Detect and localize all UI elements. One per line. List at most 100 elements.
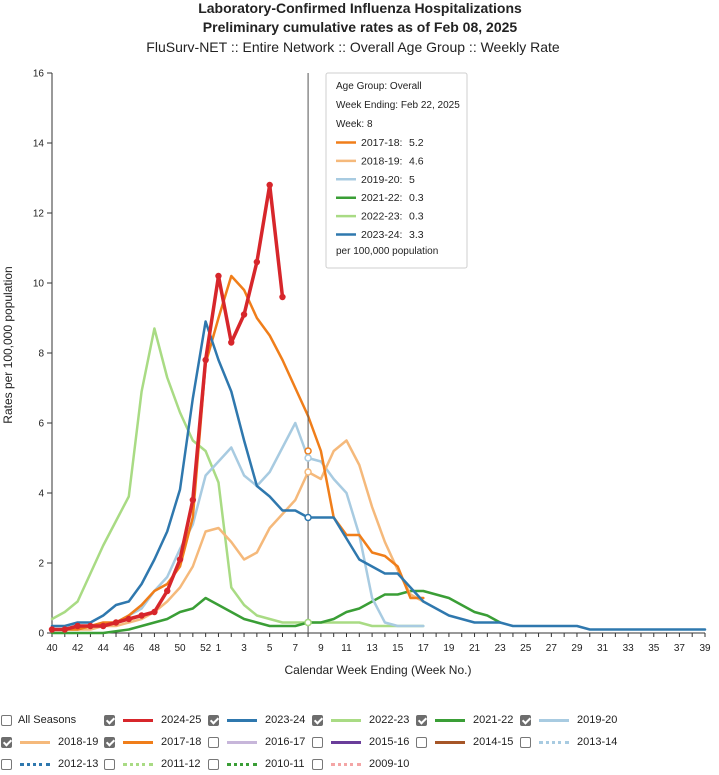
legend-label: 2009-10 [369,758,410,770]
x-tick-label: 52 [200,643,212,654]
data-point-2024-25 [228,339,235,346]
x-tick-label: 23 [495,643,507,654]
tooltip-row-value: 0.3 [409,192,424,204]
legend-checkbox[interactable] [416,714,427,726]
legend-label: All Seasons [18,714,77,726]
tooltip-row-label: 2021-22: [361,192,402,204]
hover-point-2019-20 [304,454,312,462]
legend-checkbox[interactable] [520,736,531,748]
hover-points [304,447,312,627]
hover-point-2018-19 [304,468,312,476]
legend-checkbox[interactable] [312,736,323,748]
legend-checkbox[interactable] [520,714,531,726]
data-point-2024-25 [100,622,107,630]
data-point-2024-25 [87,622,94,630]
x-tick-label: 11 [341,643,352,654]
data-point-2024-25 [74,622,81,630]
data-point-2024-25 [189,496,197,504]
data-point-2024-25 [253,258,261,266]
legend-checkbox[interactable] [312,758,323,770]
data-point-2024-25 [279,293,286,301]
legend-checkbox[interactable] [104,714,115,726]
x-tick-label: 7 [292,643,298,654]
x-tick-label: 39 [699,643,711,654]
legend-checkbox[interactable] [1,758,12,770]
legend-item-2018-19[interactable]: 2018-19 [1,734,98,750]
legend-label: 2017-18 [161,736,202,748]
legend-checkbox[interactable] [208,758,219,770]
hover-point-2022-23 [304,618,312,627]
tooltip-row-value: 5 [409,174,415,186]
legend-item-2021-22[interactable]: 2021-22 [416,712,513,728]
legend-swatch [435,718,465,722]
x-tick-label: 42 [72,643,84,654]
legend-checkbox[interactable] [1,736,12,748]
x-tick-label: 21 [469,643,481,654]
legend-checkbox[interactable] [208,714,219,726]
legend-checkbox[interactable] [208,736,219,748]
data-point-2024-25 [266,181,273,189]
data-point-2024-25 [176,556,184,563]
legend-item-2012-13[interactable]: 2012-13 [1,756,98,772]
x-tick-label: 9 [318,643,324,654]
legend-item-2023-24[interactable]: 2023-24 [208,712,305,728]
tooltip-row-label: 2017-18: [361,137,402,149]
x-tick-label: 29 [571,643,583,654]
legend-label: 2013-14 [577,736,618,748]
legend-item-2011-12[interactable]: 2011-12 [104,756,201,772]
data-point-2024-25 [138,612,145,619]
legend-checkbox[interactable] [312,714,323,726]
legend-swatch [331,762,361,766]
x-tick-label: 1 [216,643,222,654]
legend-swatch [227,718,257,722]
season-legend: All Seasons 2024-25 2023-24 2022-23 2021-22 2… [0,710,719,775]
series-line-2018-19 [50,439,425,631]
data-point-2024-25 [240,311,248,318]
series-line-2021-22 [50,589,502,635]
tooltip-box [325,72,468,269]
x-tick-label: 33 [623,643,635,654]
x-tick-label: 15 [392,643,404,654]
tooltip-row-label: 2022-23: [361,211,402,223]
tooltip-age-group: Age Group: Overall [336,81,422,92]
y-tick-label: 6 [38,419,44,430]
legend-item-2017-18[interactable]: 2017-18 [104,734,201,750]
legend-item-2013-14[interactable]: 2013-14 [520,734,617,750]
x-axis-label: Calendar Week Ending (Week No.) [285,663,472,677]
tooltip: Age Group: Overall Week Ending: Feb 22, … [325,72,468,269]
tooltip-row-value: 5.2 [409,137,424,149]
legend-item-2015-16[interactable]: 2015-16 [312,734,409,750]
x-tick-label: 44 [98,643,110,654]
series-line-2023-24 [50,320,707,631]
chart-subtitle: Preliminary cumulative rates as of Feb 0… [203,19,518,35]
legend-item-2022-23[interactable]: 2022-23 [312,712,409,728]
legend-item-2016-17[interactable]: 2016-17 [208,734,305,750]
tooltip-row-label: 2023-24: [361,229,402,241]
legend-checkbox[interactable] [416,736,427,748]
legend-checkbox[interactable] [104,758,115,770]
y-tick-label: 8 [38,349,44,360]
legend-swatch [331,718,361,722]
x-tick-label: 27 [546,643,558,654]
legend-checkbox[interactable] [104,736,115,748]
legend-item-all-seasons[interactable]: All Seasons [1,712,76,728]
x-tick-label: 19 [443,643,455,654]
tooltip-week-ending: Week Ending: Feb 22, 2025 [336,100,460,111]
legend-checkbox[interactable] [1,714,12,726]
y-axis-label: Rates per 100,000 population [1,266,15,423]
data-point-2024-25 [151,608,158,616]
y-tick-label: 4 [38,489,44,500]
legend-label: 2022-23 [369,714,410,726]
series-2018-19 [50,439,425,631]
legend-item-2019-20[interactable]: 2019-20 [520,712,617,728]
legend-item-2010-11[interactable]: 2010-11 [208,756,305,772]
tooltip-footer: per 100,000 population [336,246,438,257]
x-tick-label: 35 [648,643,660,654]
legend-swatch [123,762,153,766]
series-layer [48,181,707,635]
legend-item-2024-25[interactable]: 2024-25 [104,712,201,728]
legend-item-2009-10[interactable]: 2009-10 [312,756,409,772]
tooltip-row-value: 3.3 [409,229,424,241]
legend-item-2014-15[interactable]: 2014-15 [416,734,513,750]
